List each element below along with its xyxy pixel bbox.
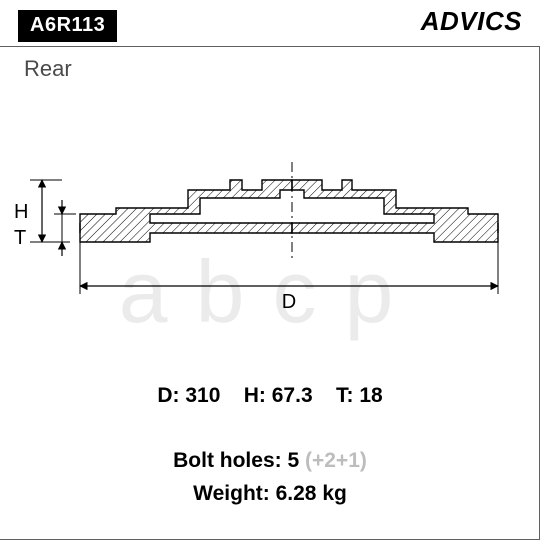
spec-bolt-holes: Bolt holes: 5 (+2+1) [173, 445, 367, 478]
spec-bolt-label: Bolt holes: [173, 449, 282, 472]
dim-label-t: T [14, 227, 26, 249]
cross-section-diagram: D H T [0, 90, 540, 350]
spec-bolt-value: 5 [287, 449, 299, 472]
page-canvas: A6R113 ADVICS Rear D [0, 0, 540, 540]
spec-bolt-extra: (+2+1) [305, 449, 367, 472]
spec-d-value: 310 [185, 384, 220, 407]
spec-weight-value: 6.28 kg [276, 482, 347, 505]
spec-dimensions: D: 310 H: 67.3 T: 18 [157, 380, 382, 413]
dim-label-h: H [14, 201, 28, 223]
spec-d-label: D: [157, 384, 179, 407]
spec-weight-label: Weight: [193, 482, 270, 505]
spec-t-value: 18 [359, 384, 382, 407]
spec-h-value: 67.3 [272, 384, 313, 407]
spec-t-label: T: [336, 384, 354, 407]
brand-logo: ADVICS [421, 6, 522, 37]
frame-line-top [0, 46, 540, 47]
spec-block: D: 310 H: 67.3 T: 18 Bolt holes: 5 (+2+1… [0, 380, 540, 510]
dim-label-d: D [282, 291, 296, 313]
part-number-badge: A6R113 [18, 10, 117, 42]
spec-h-label: H: [244, 384, 266, 407]
position-label: Rear [24, 56, 72, 82]
spec-weight: Weight: 6.28 kg [193, 478, 347, 511]
